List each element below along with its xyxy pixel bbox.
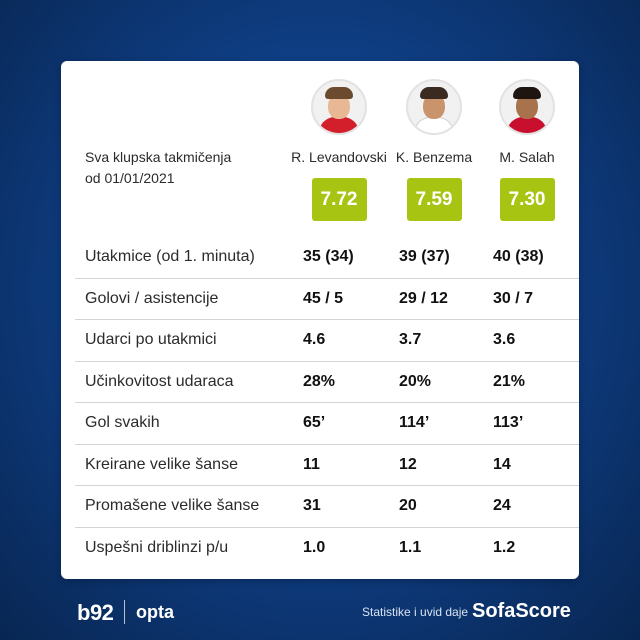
player-name: R. Levandovski — [291, 149, 387, 165]
stat-value-salah: 113’ — [493, 414, 524, 431]
caption-line-2: od 01/01/2021 — [85, 170, 175, 186]
stat-label: Uspešni driblinzi p/u — [85, 538, 229, 556]
stat-value-salah: 40 (38) — [493, 248, 544, 265]
stat-value-benzema: 29 / 12 — [399, 289, 448, 307]
player-column-benzema: K. Benzema 7.59 — [384, 79, 484, 221]
stat-label: Kreirane velike šanse — [85, 455, 238, 473]
stat-value-levandovski: 28% — [303, 372, 336, 390]
stat-row-big-chances-created: Kreirane velike šanse 11 12 14 — [75, 445, 579, 486]
stat-value-benzema: 12 — [399, 455, 417, 473]
b92-logo: b92 — [77, 600, 114, 625]
stat-value-levandovski: 35 (34) — [303, 248, 354, 265]
stat-value-salah: 21% — [493, 372, 526, 390]
caption-line-1: Sva klupska takmičenja — [85, 149, 232, 165]
stat-row-shots-per-game: Udarci po utakmici 4.6 3.7 3.6 — [75, 320, 579, 362]
stat-value-benzema: 20% — [399, 372, 432, 390]
stat-value-benzema: 114’ — [399, 414, 430, 431]
stat-row-matches: Utakmice (od 1. minuta) 35 (34) 39 (37) … — [75, 237, 579, 279]
competition-caption: Sva klupska takmičenja od 01/01/2021 — [85, 147, 275, 189]
stat-row-big-chances-missed: Promašene velike šanse 31 20 24 — [75, 486, 579, 528]
stat-value-levandovski: 11 — [303, 455, 320, 473]
stat-value-benzema: 39 (37) — [399, 248, 450, 265]
sofascore-logo: SofaScore — [472, 600, 571, 622]
stat-label: Učinkovitost udaraca — [85, 372, 234, 390]
stats-card: Sva klupska takmičenja od 01/01/2021 R. … — [61, 61, 579, 579]
player-rating-badge: 7.72 — [311, 178, 367, 221]
player-column-levandovski: R. Levandovski 7.72 — [289, 79, 389, 221]
stats-table: Utakmice (od 1. minuta) 35 (34) 39 (37) … — [75, 237, 579, 568]
player-name: K. Benzema — [395, 149, 473, 165]
stat-value-benzema: 3.7 — [399, 331, 422, 348]
stat-value-salah: 3.6 — [493, 331, 516, 348]
player-name: M. Salah — [499, 149, 555, 165]
player-photo-icon — [406, 79, 462, 135]
stat-value-levandovski: 31 — [303, 497, 321, 514]
stat-value-benzema: 1.1 — [399, 538, 422, 556]
stat-row-goals-assists: Golovi / asistencije 45 / 5 29 / 12 30 /… — [75, 279, 579, 320]
stat-value-levandovski: 45 / 5 — [303, 289, 344, 307]
stat-row-minutes-per-goal: Gol svakih 65’ 114’ 113’ — [75, 403, 579, 445]
stat-row-shot-conversion: Učinkovitost udaraca 28% 20% 21% — [75, 362, 579, 403]
player-photo-icon — [499, 79, 555, 135]
stat-value-benzema: 20 — [399, 497, 417, 514]
stat-value-levandovski: 1.0 — [303, 538, 326, 556]
logo-divider — [124, 600, 125, 624]
stat-value-salah: 1.2 — [493, 538, 516, 556]
stat-label: Utakmice (od 1. minuta) — [85, 248, 255, 265]
player-photo-icon — [311, 79, 367, 135]
player-column-salah: M. Salah 7.30 — [477, 79, 577, 221]
stat-value-levandovski: 4.6 — [303, 331, 326, 348]
stat-value-levandovski: 65’ — [303, 414, 326, 431]
player-rating-badge: 7.30 — [499, 178, 555, 221]
footer-bar: b92 opta Statistike i uvid daje SofaScor… — [0, 592, 640, 632]
stat-value-salah: 14 — [493, 455, 511, 473]
stat-label: Udarci po utakmici — [85, 331, 217, 348]
opta-logo: opta — [136, 602, 174, 622]
data-credit-text: Statistike i uvid daje — [362, 605, 469, 619]
stat-label: Gol svakih — [85, 414, 160, 431]
stat-label: Golovi / asistencije — [85, 289, 219, 307]
stat-row-successful-dribbles: Uspešni driblinzi p/u 1.0 1.1 1.2 — [75, 528, 579, 569]
player-rating-badge: 7.59 — [406, 178, 462, 221]
stat-value-salah: 30 / 7 — [493, 289, 534, 307]
stat-value-salah: 24 — [493, 497, 511, 514]
stat-label: Promašene velike šanse — [85, 497, 260, 514]
